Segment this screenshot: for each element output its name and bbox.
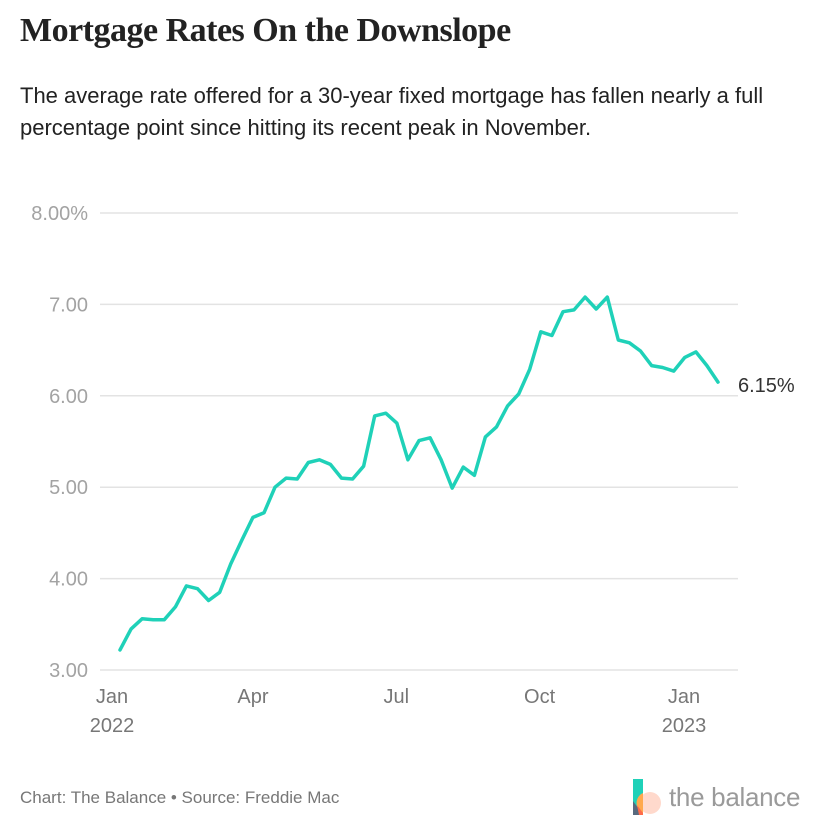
- y-tick-label: 4.00: [49, 569, 88, 591]
- line-chart: 8.00% 7.00 6.00 5.00 4.00 3.00 Jan 2022 Apr Jul O…: [31, 203, 795, 737]
- x-tick-label: Apr: [237, 686, 268, 708]
- series-group: [118, 295, 720, 652]
- y-tick-label: 7.00: [49, 294, 88, 316]
- x-tick-label: Oct: [524, 686, 556, 708]
- chart-subtitle: The average rate offered for a 30-year f…: [20, 83, 764, 140]
- y-tick-label: 5.00: [49, 477, 88, 499]
- source-credit: Chart: The Balance • Source: Freddie Mac: [20, 788, 340, 807]
- x-tick-label: Jul: [383, 686, 409, 708]
- x-tick-year-label: 2023: [662, 715, 707, 737]
- last-value-label: 6.15%: [738, 375, 795, 397]
- annotations: 6.15%: [738, 375, 795, 397]
- logo-mark-icon: [633, 779, 661, 815]
- y-axis-tick-labels: 8.00% 7.00 6.00 5.00 4.00 3.00: [31, 203, 88, 682]
- gridlines: [100, 212, 738, 671]
- y-tick-label: 8.00%: [31, 203, 88, 225]
- y-tick-label: 6.00: [49, 386, 88, 408]
- x-tick-label: Jan: [96, 686, 128, 708]
- x-tick-year-label: 2022: [90, 715, 135, 737]
- series-line: [118, 295, 720, 652]
- y-tick-label: 3.00: [49, 660, 88, 682]
- chart-title: Mortgage Rates On the Downslope: [20, 12, 511, 49]
- the-balance-logo: the balance: [633, 779, 800, 815]
- x-tick-label: Jan: [668, 686, 700, 708]
- logo-wordmark: the balance: [669, 781, 801, 812]
- x-axis-tick-labels: Jan 2022 Apr Jul Oct Jan 2023: [90, 686, 707, 737]
